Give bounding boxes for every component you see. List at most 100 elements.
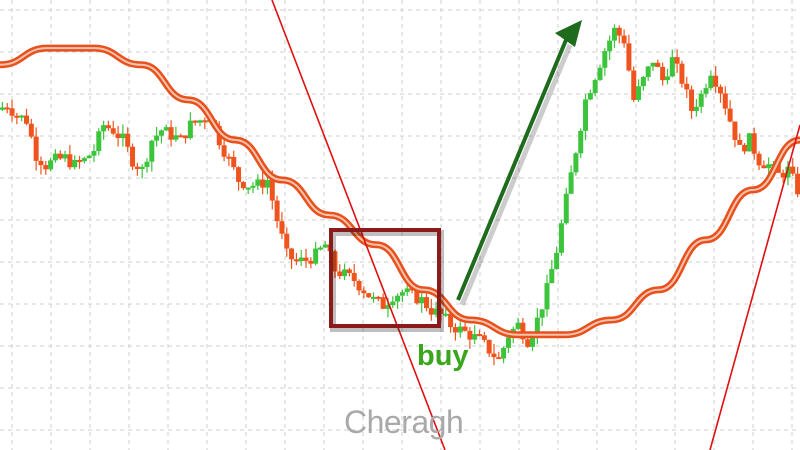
candle-body bbox=[221, 145, 227, 157]
candle-body bbox=[226, 156, 232, 159]
candle-body bbox=[101, 125, 107, 132]
candle-body bbox=[134, 166, 140, 169]
candle-body bbox=[486, 339, 492, 354]
candle-body bbox=[385, 305, 391, 309]
candle-body bbox=[298, 257, 304, 262]
candle-body bbox=[481, 335, 487, 340]
candle-body bbox=[717, 86, 723, 94]
candle-body bbox=[737, 139, 743, 145]
candle-body bbox=[544, 283, 550, 310]
candle-body bbox=[795, 173, 800, 195]
candle-body bbox=[130, 146, 136, 167]
candle-body bbox=[67, 154, 73, 168]
candle-body bbox=[443, 313, 449, 316]
candle-body bbox=[713, 75, 719, 87]
candle-body bbox=[236, 167, 242, 182]
candle-body bbox=[573, 153, 579, 173]
candle-body bbox=[62, 154, 68, 159]
candle-body bbox=[187, 120, 193, 139]
candle-body bbox=[120, 133, 126, 139]
candle-body bbox=[621, 35, 627, 44]
candle-body bbox=[375, 296, 381, 299]
candle-body bbox=[260, 179, 266, 188]
candle-body bbox=[279, 221, 285, 234]
candle-body bbox=[414, 289, 420, 304]
candle-body bbox=[313, 248, 319, 264]
highlight-box bbox=[329, 228, 441, 328]
candle-body bbox=[660, 66, 666, 81]
candle-body bbox=[693, 106, 699, 111]
candle-body bbox=[395, 295, 401, 302]
candle-body bbox=[322, 244, 328, 248]
candle-body bbox=[274, 200, 280, 222]
candle-body bbox=[308, 260, 314, 264]
candle-body bbox=[168, 127, 174, 140]
candle-body bbox=[597, 67, 603, 80]
candle-body bbox=[139, 166, 145, 169]
trendline bbox=[271, 0, 446, 450]
candle-body bbox=[525, 339, 531, 347]
candle-body bbox=[48, 160, 54, 170]
candle-body bbox=[505, 337, 511, 348]
candle-body bbox=[563, 193, 569, 224]
candle-body bbox=[86, 155, 92, 159]
candle-body bbox=[698, 93, 704, 107]
candle-body bbox=[9, 108, 15, 116]
candle-body bbox=[110, 128, 116, 134]
candle-body bbox=[356, 281, 362, 291]
candle-body bbox=[154, 135, 160, 141]
candle-body bbox=[178, 135, 184, 138]
candle-body bbox=[96, 131, 102, 152]
candle-body bbox=[351, 272, 357, 282]
trendline bbox=[709, 124, 800, 450]
candle-body bbox=[28, 123, 34, 137]
candle-body bbox=[57, 153, 63, 159]
candle-body bbox=[501, 347, 507, 359]
candle-body bbox=[317, 247, 323, 250]
candle-body bbox=[732, 121, 738, 140]
candle-body bbox=[636, 86, 642, 100]
candle-body bbox=[766, 164, 772, 169]
candle-body bbox=[703, 88, 709, 94]
candle-body bbox=[626, 43, 632, 71]
candle-body bbox=[337, 271, 343, 277]
candle-body bbox=[419, 297, 425, 304]
candle-body bbox=[202, 120, 208, 123]
candle-body bbox=[645, 66, 651, 78]
candle-body bbox=[790, 166, 796, 174]
candle-body bbox=[515, 322, 521, 329]
candle-body bbox=[756, 153, 762, 166]
candle-body bbox=[496, 357, 502, 360]
candle-body bbox=[534, 317, 540, 336]
candle-body bbox=[192, 120, 198, 123]
candle-body bbox=[183, 135, 189, 139]
arrow-head bbox=[555, 20, 582, 47]
candle-body bbox=[255, 179, 261, 186]
candle-body bbox=[4, 107, 10, 110]
candle-body bbox=[38, 160, 44, 166]
candle-body bbox=[197, 120, 203, 123]
candle-body bbox=[424, 297, 430, 309]
candle-body bbox=[240, 181, 246, 189]
candle-body bbox=[289, 248, 295, 260]
arrow-shaft bbox=[456, 39, 568, 301]
candle-body bbox=[780, 172, 786, 178]
candle-body bbox=[452, 327, 458, 333]
candle-body bbox=[404, 288, 410, 293]
candle-body bbox=[342, 269, 348, 277]
candle-body bbox=[477, 334, 483, 337]
candle-body bbox=[448, 313, 454, 328]
candle-body bbox=[664, 76, 670, 81]
candle-body bbox=[125, 133, 131, 147]
arrow-shadow bbox=[459, 44, 573, 306]
candle-body bbox=[640, 77, 646, 87]
candle-body bbox=[467, 330, 473, 340]
candle-body bbox=[592, 79, 598, 94]
candle-body bbox=[346, 269, 352, 273]
candle-body bbox=[684, 83, 690, 90]
candle-body bbox=[72, 159, 78, 168]
candle-body bbox=[761, 165, 767, 169]
candle-body bbox=[231, 156, 237, 168]
